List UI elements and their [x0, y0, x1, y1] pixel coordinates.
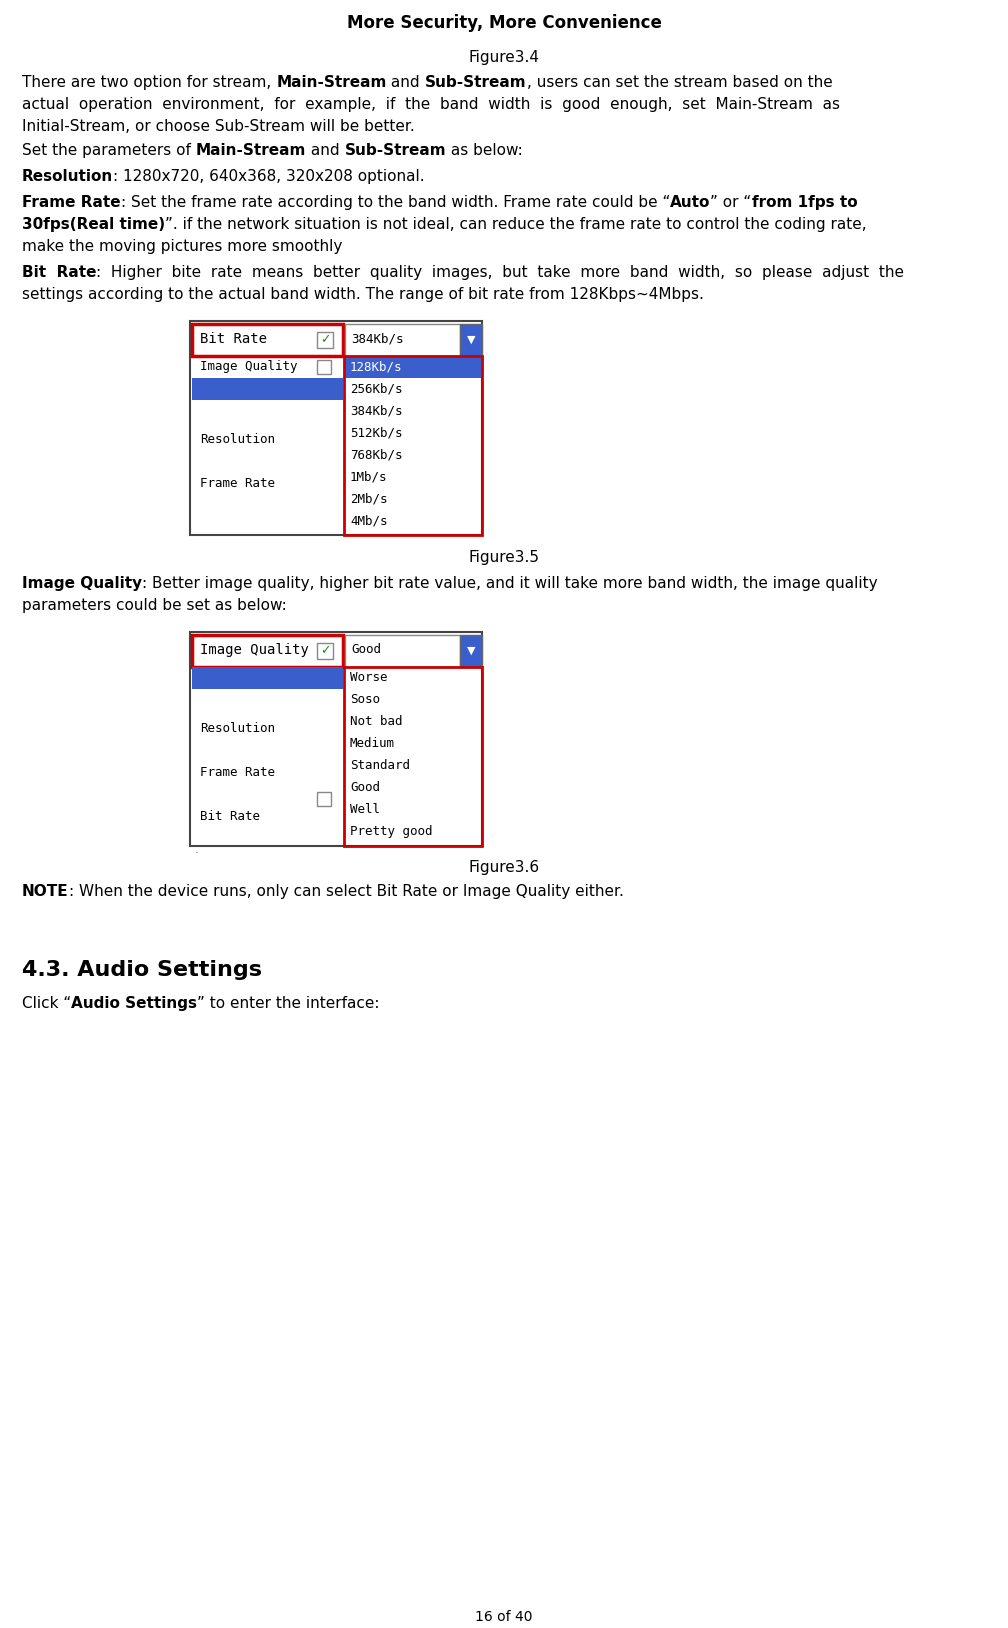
Text: Standard: Standard — [350, 759, 410, 772]
Bar — [317, 332, 333, 348]
Bar — [345, 324, 460, 357]
Bar — [460, 324, 482, 357]
Text: Resolution: Resolution — [200, 433, 275, 446]
Text: More Security, More Convenience: More Security, More Convenience — [347, 15, 661, 33]
Text: Bit Rate: Bit Rate — [200, 811, 260, 824]
Text: Worse: Worse — [350, 671, 387, 684]
Text: :  Higher  bite  rate  means  better  quality  images,  but  take  more  band  w: : Higher bite rate means better quality … — [97, 265, 904, 280]
Text: : Better image quality, higher bit rate value, and it will take more band width,: : Better image quality, higher bit rate … — [142, 576, 878, 591]
Text: parameters could be set as below:: parameters could be set as below: — [22, 597, 286, 614]
Text: 16 of 40: 16 of 40 — [475, 1610, 533, 1625]
Text: make the moving pictures more smoothly: make the moving pictures more smoothly — [22, 239, 343, 254]
Text: Click “: Click “ — [22, 996, 72, 1011]
Text: Frame Rate: Frame Rate — [200, 477, 275, 490]
Text: Set the parameters of: Set the parameters of — [22, 143, 196, 158]
Text: Frame Rate: Frame Rate — [22, 195, 121, 210]
Text: Resolution: Resolution — [22, 169, 113, 184]
Text: Bit Rate: Bit Rate — [200, 332, 267, 347]
Text: 128Kb/s: 128Kb/s — [350, 360, 402, 373]
Bar — [460, 635, 482, 667]
Text: : When the device runs, only can select Bit Rate or Image Quality either.: : When the device runs, only can select … — [69, 884, 624, 899]
Text: Figure3.4: Figure3.4 — [469, 50, 539, 65]
Text: .: . — [195, 845, 199, 855]
Text: Good: Good — [351, 643, 381, 656]
Text: ” or “: ” or “ — [711, 195, 752, 210]
Text: : 1280x720, 640x368, 320x208 optional.: : 1280x720, 640x368, 320x208 optional. — [113, 169, 425, 184]
Text: ”. if the network situation is not ideal, can reduce the frame rate to control t: ”. if the network situation is not ideal… — [165, 217, 867, 233]
Text: Main-Stream: Main-Stream — [276, 75, 386, 90]
Text: 768Kb/s: 768Kb/s — [350, 448, 402, 461]
Bar — [317, 360, 331, 374]
Text: Initial-Stream, or choose Sub-Stream will be better.: Initial-Stream, or choose Sub-Stream wil… — [22, 119, 414, 133]
Text: Audio Settings: Audio Settings — [72, 996, 198, 1011]
Text: settings according to the actual band width. The range of bit rate from 128Kbps~: settings according to the actual band wi… — [22, 287, 704, 303]
Text: ✓: ✓ — [320, 334, 331, 347]
Text: Figure3.5: Figure3.5 — [469, 550, 539, 565]
Text: ✓: ✓ — [320, 645, 331, 658]
Bar — [192, 324, 343, 357]
Bar — [317, 791, 331, 806]
Text: NOTE: NOTE — [22, 884, 69, 899]
Bar — [192, 635, 343, 667]
Text: from 1fps to: from 1fps to — [752, 195, 857, 210]
Text: Pretty good: Pretty good — [350, 825, 432, 838]
Text: 512Kb/s: 512Kb/s — [350, 427, 402, 440]
Text: Soso: Soso — [350, 694, 380, 707]
Text: ▼: ▼ — [467, 335, 475, 345]
Text: Figure3.6: Figure3.6 — [469, 860, 539, 874]
Text: 4.3. Audio Settings: 4.3. Audio Settings — [22, 961, 262, 980]
Text: Sub-Stream: Sub-Stream — [345, 143, 447, 158]
Text: Good: Good — [350, 781, 380, 794]
Text: Image Quality: Image Quality — [200, 360, 297, 373]
Text: : Set the frame rate according to the band width. Frame rate could be “: : Set the frame rate according to the ba… — [121, 195, 670, 210]
Bar — [344, 667, 482, 847]
Text: Sub-Stream: Sub-Stream — [425, 75, 526, 90]
Bar — [344, 357, 482, 536]
Text: Not bad: Not bad — [350, 715, 402, 728]
Text: 256Kb/s: 256Kb/s — [350, 383, 402, 396]
Bar — [317, 643, 333, 659]
Text: 2Mb/s: 2Mb/s — [350, 492, 387, 505]
Text: actual  operation  environment,  for  example,  if  the  band  width  is  good  : actual operation environment, for exampl… — [22, 98, 840, 112]
Text: 384Kb/s: 384Kb/s — [351, 332, 403, 345]
Text: Image Quality: Image Quality — [200, 643, 308, 658]
Bar — [192, 378, 343, 400]
Bar — [190, 632, 482, 847]
Bar — [345, 357, 482, 378]
Text: and: and — [306, 143, 345, 158]
Text: There are two option for stream,: There are two option for stream, — [22, 75, 276, 90]
Text: as below:: as below: — [447, 143, 523, 158]
Text: Auto: Auto — [670, 195, 711, 210]
Text: 30fps(Real time): 30fps(Real time) — [22, 217, 165, 233]
Text: Well: Well — [350, 803, 380, 816]
Text: 4Mb/s: 4Mb/s — [350, 514, 387, 527]
Bar — [345, 635, 460, 667]
Text: ” to enter the interface:: ” to enter the interface: — [198, 996, 380, 1011]
Text: Frame Rate: Frame Rate — [200, 767, 275, 780]
Text: 1Mb/s: 1Mb/s — [350, 470, 387, 484]
Bar — [192, 667, 343, 689]
Text: , users can set the stream based on the: , users can set the stream based on the — [526, 75, 833, 90]
Text: 384Kb/s: 384Kb/s — [350, 404, 402, 417]
Bar — [190, 321, 482, 536]
Text: ▼: ▼ — [467, 646, 475, 656]
Text: Image Quality: Image Quality — [22, 576, 142, 591]
Text: Medium: Medium — [350, 737, 395, 751]
Text: Resolution: Resolution — [200, 721, 275, 734]
Text: Bit  Rate: Bit Rate — [22, 265, 97, 280]
Text: Main-Stream: Main-Stream — [196, 143, 306, 158]
Text: and: and — [386, 75, 425, 90]
